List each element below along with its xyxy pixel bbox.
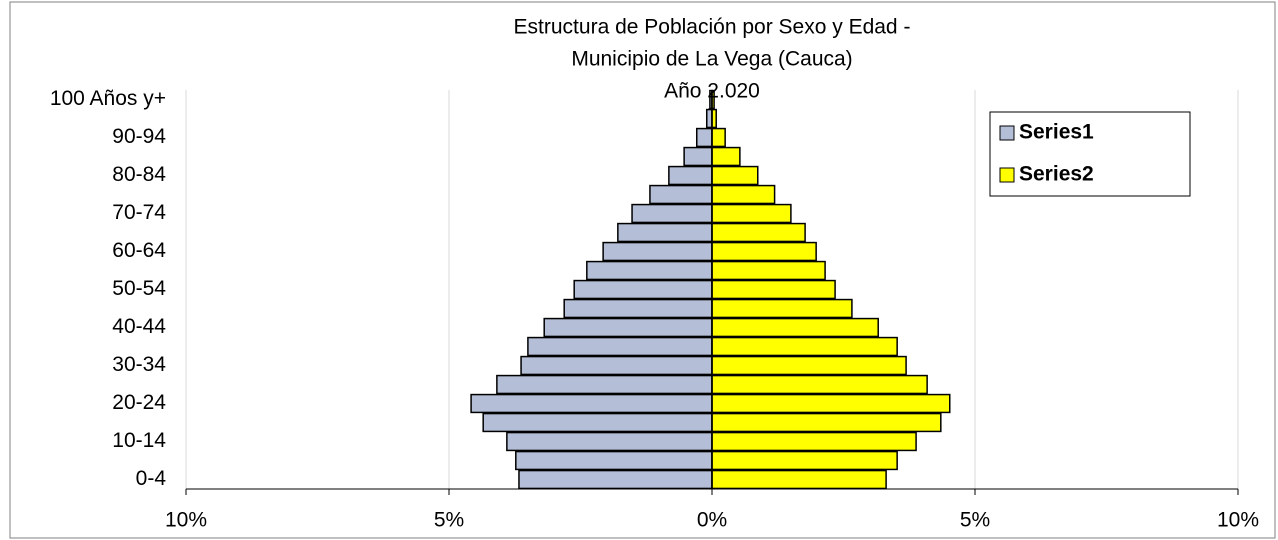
bar — [711, 203, 792, 224]
y-tick-label: 50-54 — [112, 277, 166, 300]
bar — [711, 469, 887, 490]
bar — [711, 146, 741, 167]
bar — [668, 165, 713, 186]
chart-title: Municipio de La Vega (Cauca) — [571, 48, 852, 71]
bar — [649, 184, 713, 205]
bar — [518, 469, 713, 490]
bar — [711, 355, 907, 376]
legend — [989, 111, 1191, 197]
bar — [496, 374, 713, 395]
y-tick-label: 20-24 — [112, 391, 166, 414]
bar — [711, 393, 951, 414]
x-tick-label: 5% — [960, 509, 990, 532]
bar — [711, 336, 898, 357]
bar — [527, 336, 713, 357]
y-tick-label: 30-34 — [112, 353, 166, 376]
bar — [711, 241, 817, 262]
bar — [711, 165, 759, 186]
bar — [711, 317, 879, 338]
bar — [543, 317, 713, 338]
y-tick-label: 40-44 — [112, 315, 166, 338]
bar — [711, 298, 853, 319]
bar — [711, 374, 928, 395]
chart-title: Año 2.020 — [664, 80, 760, 103]
bar — [602, 241, 713, 262]
bar — [711, 431, 917, 452]
bar — [711, 222, 806, 243]
bar — [617, 222, 713, 243]
bar — [711, 450, 898, 471]
bar — [573, 279, 713, 300]
bar — [586, 260, 713, 281]
chart-title: Estructura de Población por Sexo y Edad … — [514, 16, 911, 39]
legend-swatch — [999, 125, 1015, 141]
x-tick-label: 10% — [1217, 509, 1259, 532]
x-tick-label: 10% — [165, 509, 207, 532]
x-tick-label: 5% — [434, 509, 464, 532]
bar — [711, 412, 942, 433]
bar — [563, 298, 713, 319]
bar — [482, 412, 713, 433]
y-tick-label: 60-64 — [112, 239, 166, 262]
x-tick-label: 0% — [697, 509, 727, 532]
bar — [631, 203, 713, 224]
bar — [470, 393, 713, 414]
y-tick-label: 90-94 — [112, 125, 166, 148]
bar — [506, 431, 713, 452]
y-tick-label: 100 Años y+ — [50, 87, 166, 110]
bar — [683, 146, 713, 167]
bar — [711, 184, 776, 205]
bar — [705, 108, 713, 129]
y-tick-label: 80-84 — [112, 163, 166, 186]
legend-label: Series2 — [1019, 163, 1094, 186]
y-tick-label: 0-4 — [136, 467, 167, 490]
bar — [711, 279, 836, 300]
bar — [711, 260, 826, 281]
legend-swatch — [999, 167, 1015, 183]
bar — [695, 127, 713, 148]
y-tick-label: 70-74 — [112, 201, 166, 224]
bar — [711, 127, 726, 148]
bar — [515, 450, 713, 471]
bar — [520, 355, 713, 376]
y-tick-label: 10-14 — [112, 429, 166, 452]
legend-label: Series1 — [1019, 121, 1094, 144]
